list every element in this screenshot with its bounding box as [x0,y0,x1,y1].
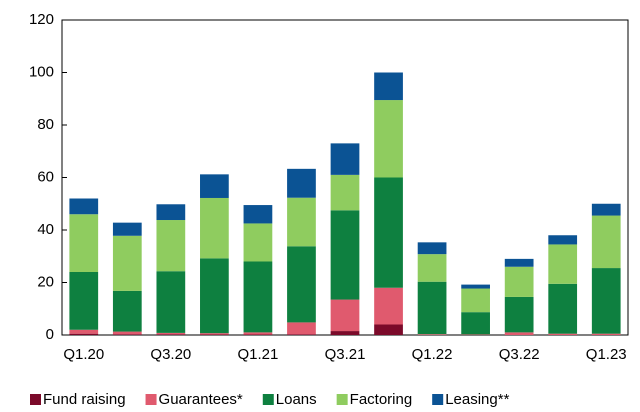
bar-segment [330,331,360,335]
bar-segment [69,198,99,215]
bar-segment [374,100,403,178]
bar-segment [243,205,273,224]
bar-segment [69,214,99,272]
y-tick-label: 80 [37,116,54,133]
bar-segment [156,334,186,335]
bar-segment [200,333,229,335]
bar-segment [504,296,534,333]
bar-segment [461,334,490,335]
bar-segment [112,235,142,291]
bar-segment [156,332,186,335]
legend-label: Guarantees* [159,391,243,408]
y-tick-label: 120 [29,11,54,28]
bar-segment [112,334,142,335]
bar-segment [461,284,490,289]
bar-segment [200,197,229,259]
bar-segment [112,222,142,236]
bar-segment [243,261,273,333]
bar-segment [200,258,229,334]
bar-segment [287,197,316,247]
x-tick-label: Q3.22 [499,346,540,363]
bar-segment [591,203,621,216]
bar-segment [591,333,621,335]
x-tick-label: Q1.22 [412,346,453,363]
bar-segment [200,334,229,335]
x-tick-label: Q3.21 [325,346,366,363]
bar-segment [330,210,360,300]
y-tick-label: 20 [37,273,54,290]
bar-segment [548,283,578,334]
y-tick-label: 0 [46,326,54,343]
bar-segment [374,177,403,288]
bar-segment [243,223,273,262]
legend-swatch [30,394,41,405]
x-tick-label: Q3.20 [150,346,191,363]
y-tick-label: 100 [29,63,54,80]
bar-segment [112,331,142,335]
bar-segment [330,174,360,211]
bar-segment [504,266,534,297]
x-tick-label: Q1.21 [237,346,278,363]
bar-segment [69,272,99,330]
bar-segment [461,288,490,313]
bar-segment [330,143,360,175]
bar-segment [156,220,186,272]
legend-swatch [432,394,444,405]
y-tick-label: 40 [37,221,54,238]
bar-segment [69,329,99,334]
legend-swatch [145,394,157,405]
bar-segment [504,258,534,267]
legend-label: Fund raising [43,391,126,408]
bar-segment [417,334,447,335]
bar-segment [504,332,534,335]
legend-label: Factoring [350,391,413,408]
bar-segment [287,322,316,335]
bar-segment [243,334,273,335]
legend-label: Leasing** [445,391,509,408]
bar-segment [200,174,229,198]
legend-label: Loans [276,391,317,408]
bar-segment [461,312,490,335]
bar-segment [548,244,578,284]
x-tick-label: Q1.23 [586,346,627,363]
bar-segment [417,281,447,335]
bar-segment [591,268,621,334]
bar-segment [112,290,142,332]
bar-segment [156,271,186,333]
bar-segment [287,334,316,335]
bar-segment [243,332,273,335]
bar-segment [287,246,316,323]
bar-segment [69,333,99,335]
bar-segment [374,72,403,101]
bar-segment [374,287,403,325]
bar-segment [548,333,578,335]
bar-segment [417,242,447,255]
bar-segment [591,215,621,269]
legend-swatch [336,394,348,405]
bar-segment [374,324,403,335]
bar-segment [287,168,316,198]
bar-segment [548,235,578,245]
bar-segment [417,254,447,282]
bar-segment [156,204,186,221]
bar-segment [330,299,360,332]
legend-swatch [262,394,274,405]
y-tick-label: 60 [37,168,54,185]
x-tick-label: Q1.20 [63,346,104,363]
